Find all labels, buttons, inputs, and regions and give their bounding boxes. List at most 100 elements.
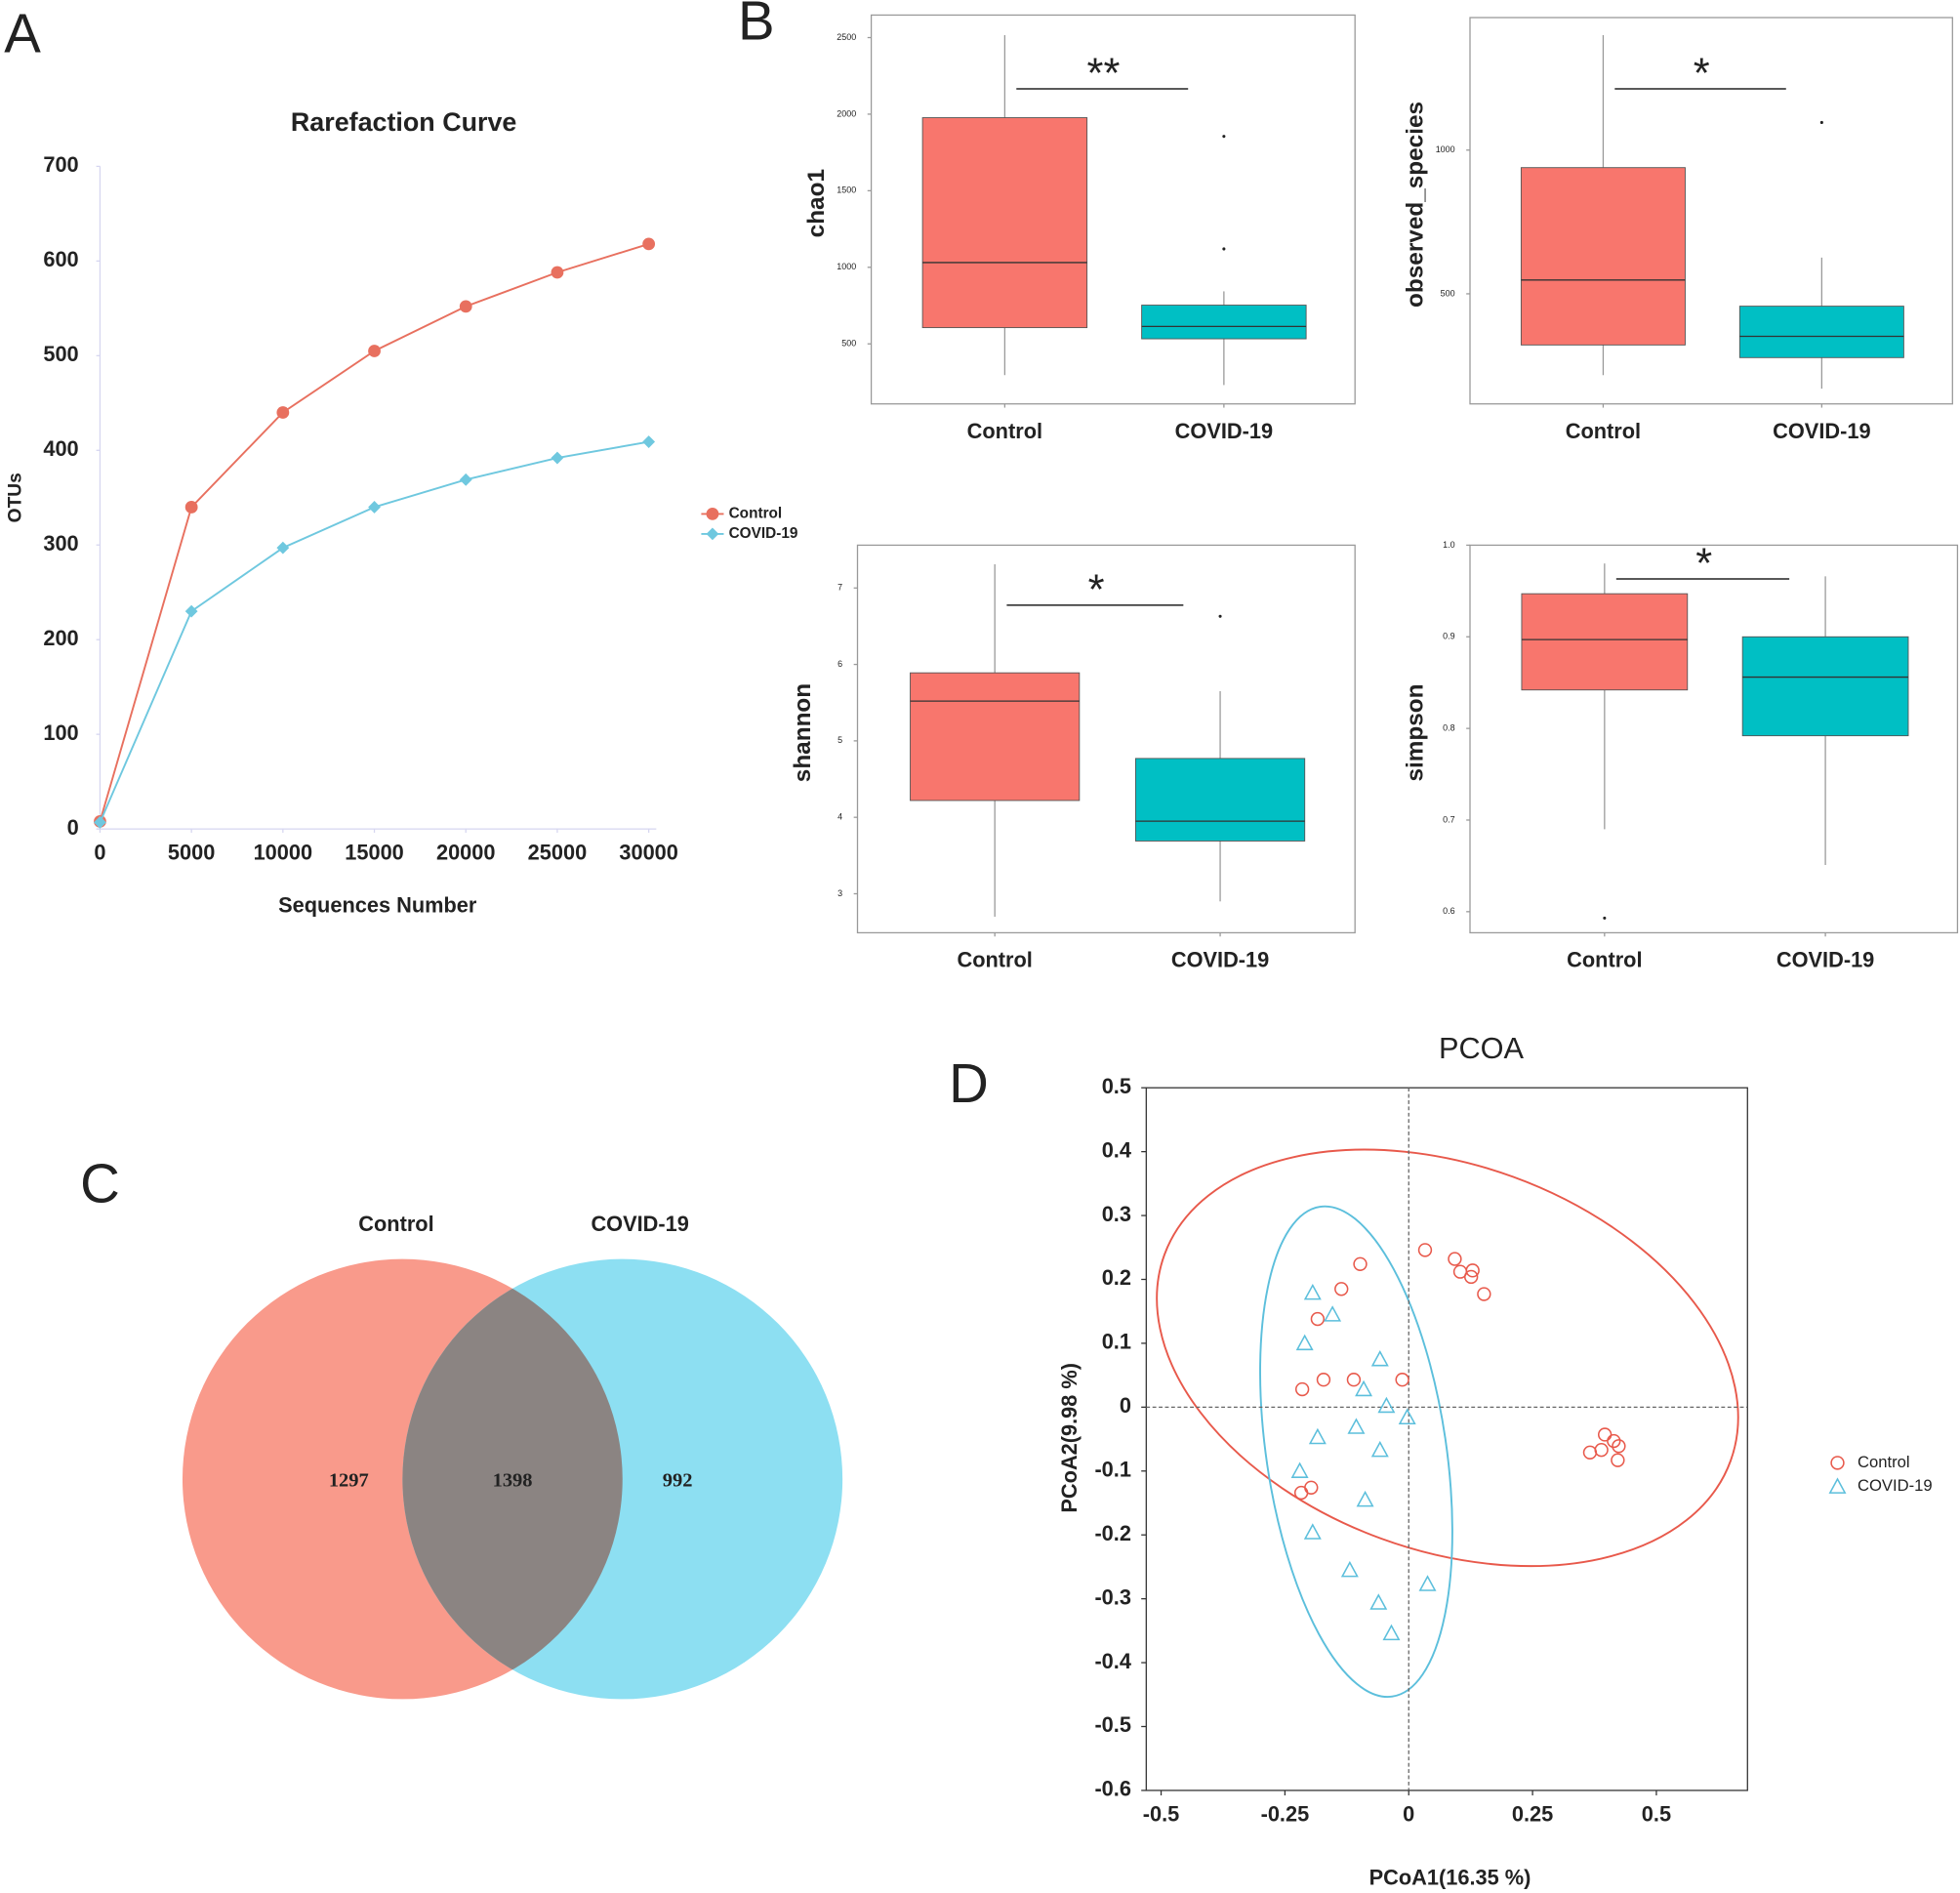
y-tick-label: 2500 [837,32,856,42]
box [1521,593,1689,691]
y-tick-label: 1.0 [1443,540,1454,550]
y-axis-label: chao1 [803,169,830,237]
point [1417,1243,1433,1257]
y-tick-label: 0 [1120,1393,1131,1418]
y-tick-label: 0.9 [1443,632,1454,641]
y-tick-label: -0.4 [1094,1649,1131,1673]
point [1594,1443,1609,1458]
y-tick-label: 500 [1441,288,1455,298]
chart-title: PCOA [1439,1031,1525,1065]
legend-label: Control [1858,1453,1910,1471]
y-axis-label: OTUs [6,473,26,522]
point [1597,1427,1613,1442]
point [1303,1523,1322,1540]
y-tick-label: 1000 [1436,144,1455,154]
outlier [1222,247,1226,251]
significance: * [1695,541,1712,588]
box [910,672,1081,802]
y-tick-label: 500 [841,339,856,349]
point [1611,1453,1625,1467]
point [1294,1381,1310,1397]
legend-label: COVID-19 [1858,1476,1933,1495]
significance: * [1694,51,1710,98]
y-tick-label: 6 [837,659,842,669]
y-tick-label: -0.2 [1094,1521,1131,1545]
y-tick-label: 0.1 [1102,1330,1131,1354]
point [1324,1305,1342,1322]
y-tick-label: 0 [67,815,79,840]
point [459,473,472,486]
control-ellipse [1156,1148,1739,1568]
outlier [1819,120,1823,125]
y-tick-label: 0.4 [1102,1137,1131,1162]
point [184,501,198,514]
point [1370,1440,1389,1458]
point [642,435,656,448]
x-tick-label: 0 [94,840,105,864]
series-line [99,440,649,823]
x-tick-label: Control [957,948,1032,972]
y-axis-label: shannon [790,683,816,782]
outlier [1603,916,1607,920]
y-tick-label: 1500 [837,185,856,195]
chart-title: Rarefaction Curve [291,107,517,137]
y-axis-label: PCoA2(9.98 %) [1057,1363,1082,1513]
y-tick-label: 0.8 [1443,722,1454,732]
outlier [1222,135,1226,139]
region-count: 992 [663,1469,693,1491]
y-tick-label: -0.5 [1094,1712,1131,1737]
box [1141,305,1307,340]
y-tick-label: 0.5 [1102,1074,1131,1098]
box [1134,758,1306,842]
x-tick-label: COVID-19 [1175,419,1273,443]
legend-marker [706,508,719,520]
legend-label: COVID-19 [729,525,798,542]
x-tick-label: 20000 [436,840,496,864]
set-label: COVID-19 [591,1212,688,1236]
point [1316,1373,1331,1387]
y-tick-label: 200 [43,626,78,650]
y-tick-label: 600 [43,247,78,271]
plot-frame [870,14,1356,405]
series-line [99,242,649,822]
plot-frame [856,544,1356,934]
panel-label: B [738,0,775,52]
point [1370,1349,1389,1367]
y-tick-label: 500 [43,342,78,366]
y-tick-label: 1000 [837,262,856,271]
y-tick-label: 4 [837,812,842,822]
x-tick-label: 0.5 [1642,1801,1671,1826]
point [276,406,290,419]
point [1448,1252,1462,1266]
point [642,237,656,251]
point [1607,1433,1621,1449]
x-tick-label: 0.25 [1512,1801,1553,1826]
point [1612,1439,1626,1454]
point [1582,1445,1598,1460]
y-tick-label: 0.3 [1102,1202,1131,1226]
legend-label: Control [729,505,783,521]
y-axis-label: observed_species [1402,102,1428,308]
point [1356,1490,1374,1507]
point [1395,1373,1409,1387]
point [551,451,564,465]
point [368,501,381,514]
legend-marker [1828,1477,1847,1494]
y-tick-label: 5 [837,735,842,745]
point [276,541,290,555]
set-label: Control [358,1212,433,1236]
x-axis-label: PCoA1(16.35 %) [1369,1866,1531,1890]
x-tick-label: Control [1567,948,1642,972]
x-tick-label: 0 [1403,1801,1414,1826]
y-tick-label: 2000 [837,108,856,118]
plot-frame [1469,544,1959,934]
point [459,300,472,313]
point [1308,1427,1327,1445]
point [1303,1283,1322,1300]
point [1398,1408,1416,1424]
legend-marker [706,527,719,541]
box [1520,167,1686,346]
x-tick-label: COVID-19 [1776,948,1874,972]
region-count: 1297 [329,1469,369,1491]
